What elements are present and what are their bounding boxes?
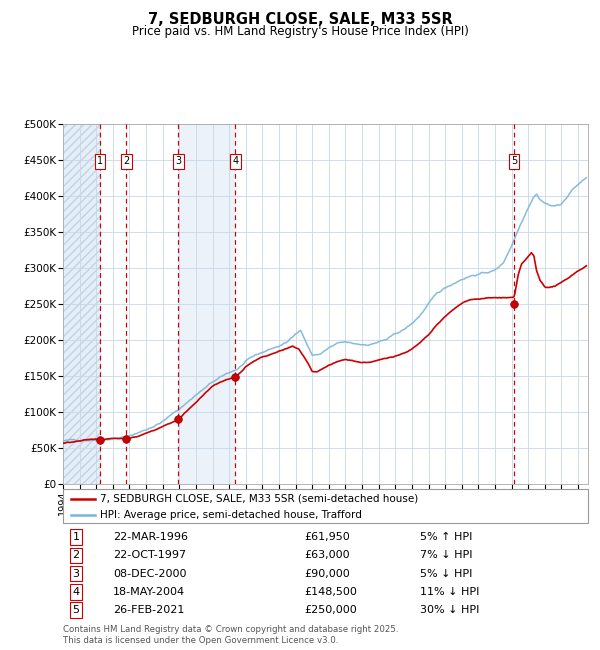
Text: 5: 5 [511, 157, 517, 166]
Text: 2: 2 [123, 157, 130, 166]
Text: HPI: Average price, semi-detached house, Trafford: HPI: Average price, semi-detached house,… [100, 510, 362, 520]
Text: 5% ↑ HPI: 5% ↑ HPI [420, 532, 472, 542]
Text: 7, SEDBURGH CLOSE, SALE, M33 5SR (semi-detached house): 7, SEDBURGH CLOSE, SALE, M33 5SR (semi-d… [100, 494, 418, 504]
Text: 3: 3 [175, 157, 181, 166]
Text: 1: 1 [97, 157, 103, 166]
Text: 30% ↓ HPI: 30% ↓ HPI [420, 605, 479, 615]
Text: 5% ↓ HPI: 5% ↓ HPI [420, 569, 472, 578]
Text: 22-MAR-1996: 22-MAR-1996 [113, 532, 188, 542]
Bar [63, 124, 100, 484]
Text: 1: 1 [73, 532, 80, 542]
Text: 7, SEDBURGH CLOSE, SALE, M33 5SR: 7, SEDBURGH CLOSE, SALE, M33 5SR [148, 12, 452, 27]
Text: 08-DEC-2000: 08-DEC-2000 [113, 569, 187, 578]
Text: £90,000: £90,000 [305, 569, 350, 578]
Text: £63,000: £63,000 [305, 551, 350, 560]
Text: 4: 4 [73, 587, 80, 597]
Text: 18-MAY-2004: 18-MAY-2004 [113, 587, 185, 597]
Text: Contains HM Land Registry data © Crown copyright and database right 2025.
This d: Contains HM Land Registry data © Crown c… [63, 625, 398, 645]
FancyBboxPatch shape [63, 489, 588, 523]
Text: 5: 5 [73, 605, 80, 615]
Text: 7% ↓ HPI: 7% ↓ HPI [420, 551, 473, 560]
Text: Price paid vs. HM Land Registry's House Price Index (HPI): Price paid vs. HM Land Registry's House … [131, 25, 469, 38]
Text: 11% ↓ HPI: 11% ↓ HPI [420, 587, 479, 597]
Text: 26-FEB-2021: 26-FEB-2021 [113, 605, 184, 615]
Text: 2: 2 [73, 551, 80, 560]
Text: 22-OCT-1997: 22-OCT-1997 [113, 551, 186, 560]
Text: 4: 4 [232, 157, 239, 166]
Text: £61,950: £61,950 [305, 532, 350, 542]
Bar [178, 124, 235, 484]
Text: £250,000: £250,000 [305, 605, 357, 615]
Text: 3: 3 [73, 569, 80, 578]
Text: £148,500: £148,500 [305, 587, 358, 597]
